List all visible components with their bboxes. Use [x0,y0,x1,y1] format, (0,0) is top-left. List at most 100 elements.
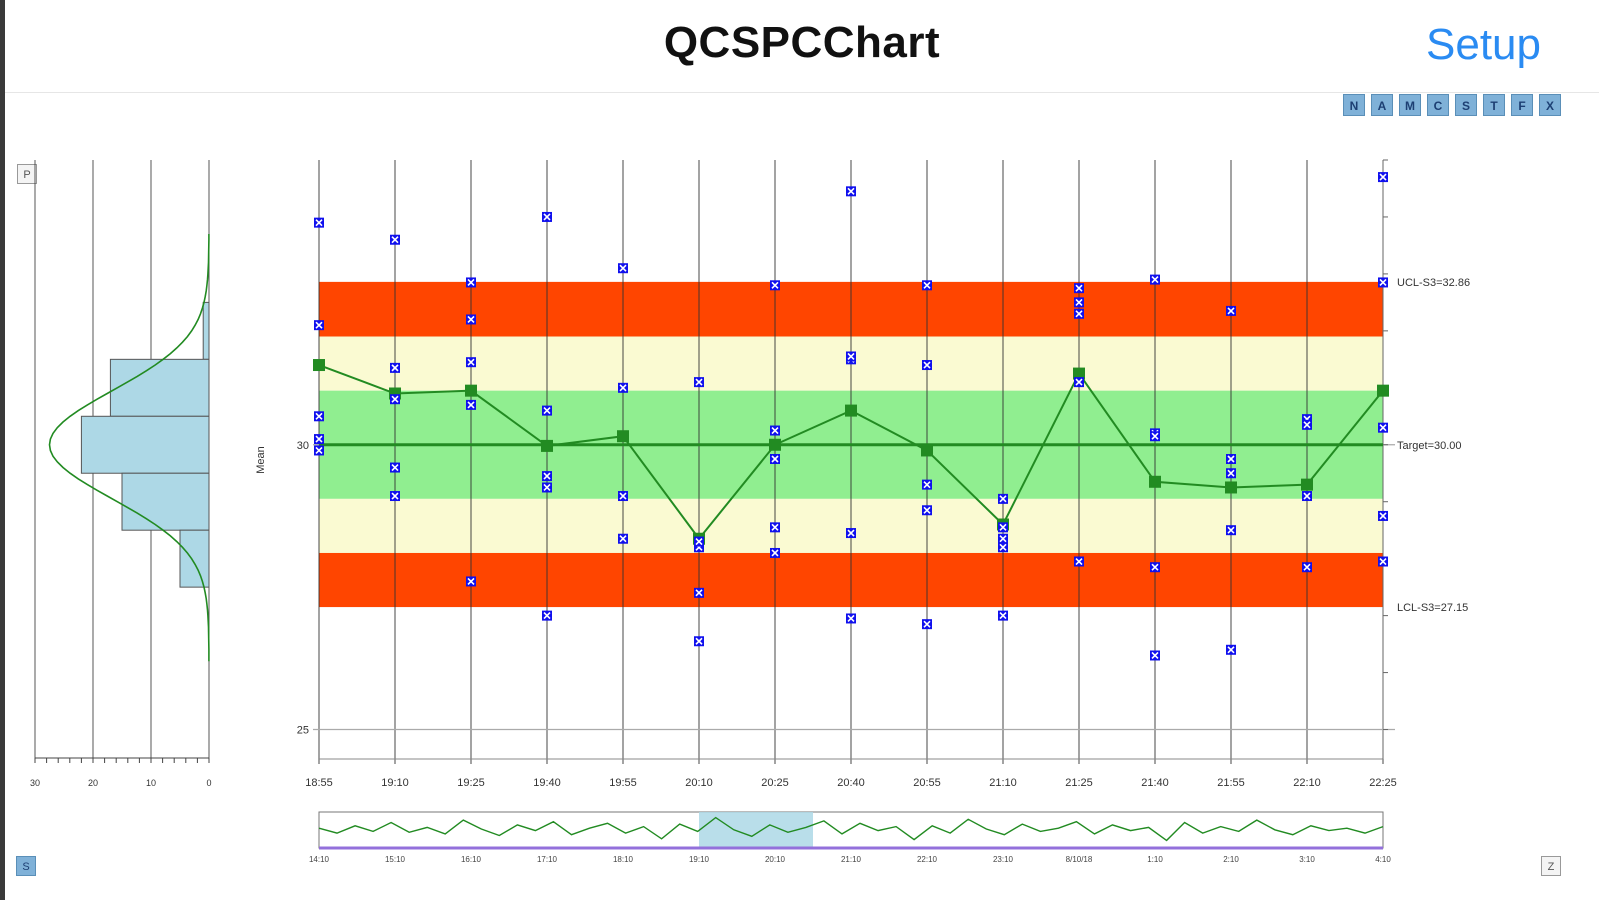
sample-point-cross [1379,424,1387,432]
sample-point-cross [315,219,323,227]
sample-point-cross [467,278,475,287]
x-tick-label: 21:10 [989,777,1017,789]
sample-point [1150,428,1160,439]
sample-point [542,610,552,621]
toolbar-button-f[interactable]: F [1511,94,1533,116]
sample-point [770,425,780,436]
toolbar-button-t[interactable]: T [1483,94,1505,116]
sample-point [1226,525,1236,536]
sample-point [466,277,476,288]
histogram-bar [80,415,210,474]
overview-line [318,816,1384,842]
sample-point-cross [543,213,551,221]
sample-point [1074,283,1084,294]
toolbar-button-m[interactable]: M [1399,94,1421,116]
sample-point-cross [315,412,323,420]
sample-point [846,351,856,362]
sample-point-cross [999,535,1007,543]
sample-point-cross [1075,557,1083,566]
overview-tick-label: 17:10 [537,855,558,864]
y-axis-label: Mean [255,446,267,474]
overview-frame [318,811,1384,849]
histogram-bar [179,529,210,588]
setup-button[interactable]: Setup [1426,20,1541,69]
sample-point-cross [923,481,931,489]
sample-point [542,211,552,222]
overview-tick-label: 23:10 [993,855,1014,864]
sample-point-cross [1151,651,1159,660]
sample-point [1226,468,1236,479]
sample-point [922,619,932,630]
sample-point-cross [695,637,703,645]
sample-point [694,636,704,647]
sample-point-cross [847,614,855,623]
mean-point [997,518,1009,531]
x-tick-label: 20:10 [685,777,713,789]
sample-point [770,454,780,464]
normal-fit-curve [48,234,210,662]
sample-point-cross [543,472,551,480]
sample-point [618,382,628,393]
sample-point-cross [1151,563,1159,571]
sample-point-cross [771,426,779,435]
sample-point [998,610,1008,621]
sample-point [618,533,628,544]
x-tick-label: 19:10 [381,777,409,789]
overview-tick-label: 1:10 [1147,855,1163,864]
overview-tick-label: 21:10 [841,855,862,864]
sample-point [1378,510,1388,521]
sample-point-cross [467,358,475,366]
sample-point [542,482,552,493]
print-button[interactable]: P [17,164,37,184]
sample-point [390,234,400,245]
sample-point [1226,644,1236,655]
mean-point [389,387,401,400]
sample-point-cross [315,446,323,455]
toolbar-button-c[interactable]: C [1427,94,1449,116]
sample-point [314,434,324,445]
sample-point-cross [771,523,779,531]
x-tick-label: 20:55 [913,777,941,789]
sample-point-cross [1227,526,1235,534]
toolbar-button-x[interactable]: X [1539,94,1561,116]
sample-point-cross [1075,284,1083,292]
sample-point [1302,562,1312,573]
overview-tick-label: 14:10 [309,855,330,864]
y-tick-label: 30 [297,440,309,452]
mean-point [1149,475,1161,488]
sample-point [1378,172,1388,183]
hist-tick-label: 0 [206,778,211,788]
sample-point [1150,431,1160,442]
sample-point-cross [847,187,855,195]
sample-point [846,354,856,365]
target-label: Target=30.00 [1397,440,1462,452]
sample-point-cross [467,401,475,409]
sample-point-cross [771,281,779,289]
toolbar-button-n[interactable]: N [1343,94,1365,116]
overview-tick-label: 2:10 [1223,855,1239,864]
upper-yellow-zone [319,336,1383,391]
sample-point-cross [391,236,399,244]
sample-point [694,377,704,388]
overview-tick-label: 20:10 [765,855,786,864]
scroll-toggle-button[interactable]: S [16,856,36,876]
sample-point [922,479,932,490]
sample-point [1226,305,1236,316]
x-tick-label: 21:25 [1065,777,1093,789]
sample-point [390,394,400,405]
sample-point-cross [695,378,703,386]
sample-point [314,320,324,331]
histogram-bar [109,358,210,417]
zoom-button[interactable]: Z [1541,856,1561,876]
lcl-label: LCL-S3=27.15 [1397,602,1468,614]
hist-tick-label: 30 [30,778,40,788]
sample-point-cross [1379,173,1387,181]
sample-point [694,536,704,547]
toolbar-button-a[interactable]: A [1371,94,1393,116]
toolbar-button-s[interactable]: S [1455,94,1477,116]
overview-tick-label: 22:10 [917,855,938,864]
sample-point [922,360,932,371]
sample-point-cross [543,407,551,415]
sample-point-cross [771,549,779,557]
